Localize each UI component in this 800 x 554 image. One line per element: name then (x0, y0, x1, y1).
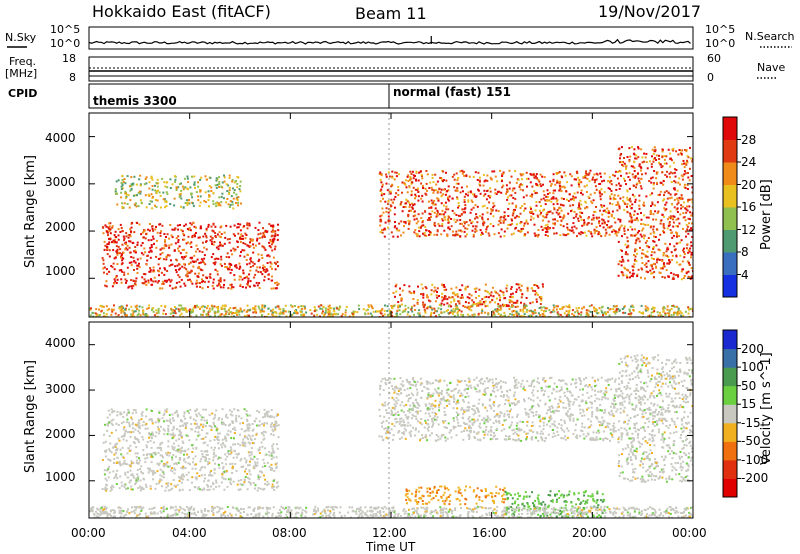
freq-strip (88, 56, 694, 82)
power-axis-ticks (88, 113, 694, 317)
velocity-ytick-1000: 1000 (45, 470, 76, 484)
power-colorbar-swatch-7 (723, 117, 737, 140)
noise-left-legend-line (7, 46, 27, 48)
velocity-ytick-2000: 2000 (45, 427, 76, 441)
power-colorbar-tick-label: 24 (741, 155, 757, 169)
power-colorbar-tick-label: 4 (741, 267, 749, 282)
noise-left-label: N.Sky (5, 31, 37, 44)
power-region-4 (617, 146, 693, 281)
velocity-ytick-3000: 3000 (45, 382, 76, 396)
velocity-colorbar-swatch-2 (723, 441, 737, 461)
noise-strip (88, 26, 694, 50)
cpid-mode-1: themis 3300 (93, 94, 177, 108)
noise-left-tick-bottom: 10^0 (50, 37, 81, 50)
power-colorbar-label: Power [dB] (759, 179, 774, 250)
noise-sky-series (88, 36, 691, 45)
velocity-colorbar-swatch-6 (723, 367, 737, 387)
power-ytick-4000: 4000 (45, 131, 76, 145)
power-colorbar-swatch-6 (723, 139, 737, 163)
velocity-colorbar-tick-label: -50 (741, 434, 761, 449)
power-colorbar-swatch-5 (723, 162, 737, 185)
power-colorbar-swatch-4 (723, 184, 737, 208)
noise-right-tick-bottom: 10^0 (705, 37, 736, 50)
power-colorbar-swatch-2 (723, 229, 737, 253)
app-title: Hokkaido East (fitACF) (92, 2, 271, 21)
freq-tick-top: 18 (62, 52, 76, 65)
xtick-6: 00:00 (672, 526, 707, 540)
power-data (89, 146, 693, 317)
power-region-1 (114, 174, 242, 210)
velocity-colorbar-tick-label: -100 (741, 452, 769, 467)
velocity-colorbar-swatch-8 (723, 330, 737, 350)
velocity-colorbar-tick-label: 15 (741, 397, 757, 412)
velocity-colorbar-swatch-3 (723, 422, 737, 442)
x-axis-label: Time UT (366, 540, 416, 554)
power-region-0 (101, 221, 280, 290)
power-colorbar-tick-label: 16 (741, 200, 757, 214)
velocity-colorbar-swatch-7 (723, 348, 737, 368)
velocity-colorbar-tick-label: -15 (741, 415, 761, 430)
velocity-colorbar-swatch-0 (723, 478, 737, 498)
xtick-4: 16:00 (472, 526, 507, 540)
power-ylabel: Slant Range [km] (23, 155, 38, 268)
xtick-3: 12:00 (372, 526, 407, 540)
velocity-colorbar-tick-label: 100 (741, 360, 764, 375)
power-colorbar-tick-label: 8 (741, 245, 749, 259)
velocity-panel (88, 321, 694, 519)
date-label: 19/Nov/2017 (598, 2, 702, 21)
nave-label: Nave (757, 61, 786, 74)
velocity-ylabel: Slant Range [km] (23, 360, 38, 473)
noise-sky-line (88, 38, 691, 45)
velocity-colorbar-tick-label: 50 (741, 378, 757, 393)
xtick-5: 20:00 (572, 526, 607, 540)
nave-tick-top: 60 (707, 52, 721, 65)
power-ground-band (89, 304, 693, 317)
vel-region-2 (404, 485, 507, 506)
noise-right-tick-top: 10^5 (705, 23, 736, 36)
xtick-0: 00:00 (71, 526, 106, 540)
power-colorbar-tick-label: 28 (741, 132, 757, 147)
velocity-colorbar (722, 329, 741, 498)
power-ytick-2000: 2000 (45, 220, 76, 234)
freq-unit: [MHz] (5, 67, 38, 80)
velocity-colorbar-tick-label: 200 (741, 341, 764, 356)
freq-tick-bottom: 8 (69, 71, 76, 84)
power-colorbar-swatch-3 (723, 207, 737, 230)
noise-right-label: N.Search (745, 30, 795, 43)
xtick-2: 08:00 (272, 526, 307, 540)
cpid-strip (88, 83, 694, 109)
power-ytick-3000: 3000 (45, 175, 76, 189)
velocity-colorbar-swatch-5 (723, 385, 737, 405)
noise-left-tick-top: 10^5 (50, 23, 81, 36)
velocity-axis-ticks (88, 322, 694, 518)
power-ytick-1000: 1000 (45, 264, 76, 278)
velocity-colorbar-swatch-1 (723, 459, 737, 479)
xtick-1: 04:00 (172, 526, 207, 540)
velocity-colorbar-swatch-4 (723, 404, 737, 424)
velocity-colorbar-tick-label: -200 (741, 471, 769, 486)
vel-ground-band (89, 505, 693, 518)
noise-right-legend-line (760, 46, 792, 48)
nave-legend-line (757, 77, 777, 79)
vel-region-0 (101, 408, 280, 492)
freq-label: Freq. (9, 55, 37, 68)
power-colorbar-tick-label: 12 (741, 222, 757, 237)
cpid-mode-2: normal (fast) 151 (393, 85, 511, 99)
power-panel (88, 112, 694, 318)
velocity-data (89, 354, 693, 518)
power-colorbar (722, 116, 741, 298)
nave-tick-bottom: 0 (707, 71, 714, 84)
vel-region-1 (378, 376, 620, 442)
velocity-colorbar-frame (722, 329, 738, 498)
beam-label: Beam 11 (355, 4, 427, 23)
power-colorbar-swatch-1 (723, 252, 737, 275)
velocity-ytick-4000: 4000 (45, 336, 76, 350)
power-colorbar-tick-label: 20 (741, 177, 757, 192)
cpid-label: CPID (8, 87, 38, 100)
power-colorbar-swatch-0 (723, 274, 737, 298)
